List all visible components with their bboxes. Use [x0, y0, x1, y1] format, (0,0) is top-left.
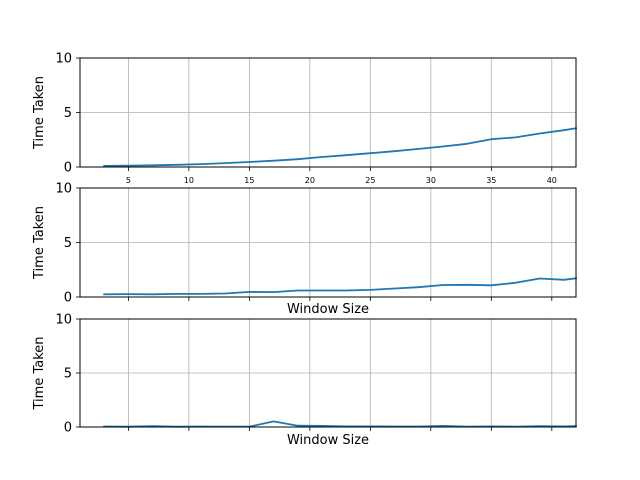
x-tick-label: 40 [547, 176, 557, 185]
x-tick-label: 35 [486, 176, 496, 185]
y-axis-label-2: Time Taken [32, 206, 47, 280]
x-tick-label: 30 [426, 176, 436, 185]
x-tick-label: 5 [126, 176, 131, 185]
y-tick-label: 10 [55, 182, 72, 197]
x-axis-label-2: Window Size [287, 302, 369, 317]
x-tick-label: 20 [305, 176, 315, 185]
x-tick-label: 25 [365, 176, 375, 185]
y-tick-label: 5 [64, 106, 72, 121]
y-tick-label: 0 [64, 421, 72, 436]
x-axis-label-3: Window Size [287, 433, 369, 448]
y-tick-label: 0 [64, 161, 72, 176]
y-axis-label-3: Time Taken [32, 336, 47, 410]
y-tick-label: 0 [64, 291, 72, 306]
x-tick-label: 15 [244, 176, 254, 185]
y-tick-label: 5 [64, 236, 72, 251]
series-line-1 [103, 127, 578, 167]
y-tick-label: 10 [55, 52, 72, 67]
series-line-3 [103, 420, 577, 428]
y-axis-label-1: Time Taken [32, 76, 47, 150]
x-tick-label: 10 [184, 176, 194, 185]
series-line-2 [103, 277, 578, 296]
y-tick-label: 5 [64, 367, 72, 382]
y-tick-label: 10 [55, 313, 72, 328]
